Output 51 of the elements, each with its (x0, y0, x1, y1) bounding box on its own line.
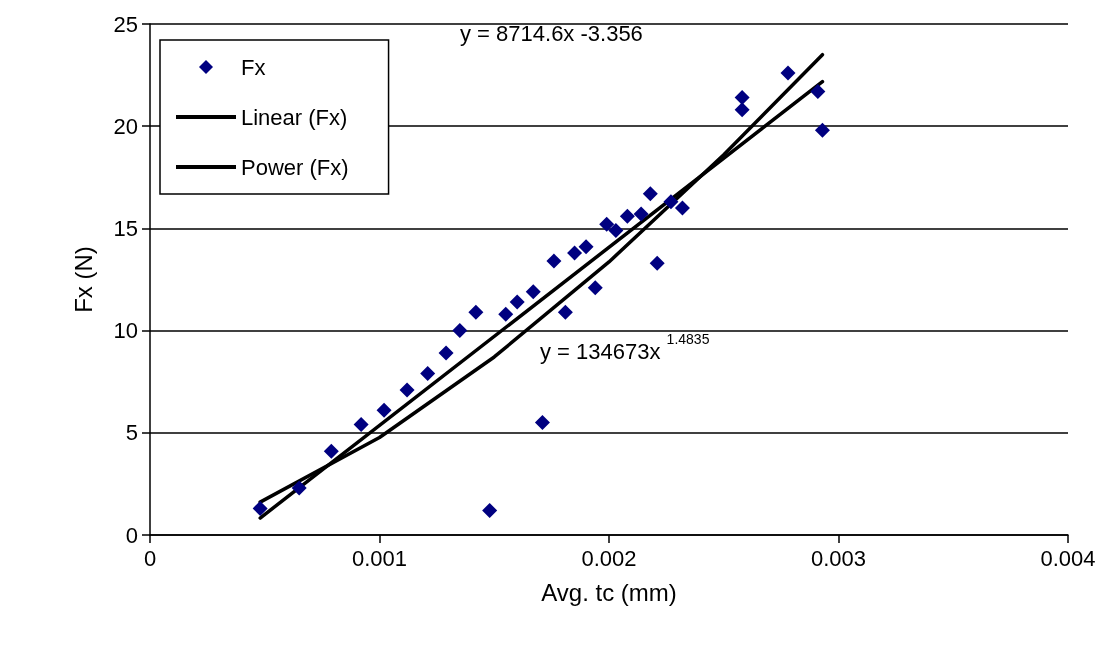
point (780, 65, 796, 81)
y-tick-label: 15 (113, 215, 138, 241)
point (734, 90, 750, 106)
point (482, 502, 498, 518)
y-axis-title: Fx (N) (69, 246, 97, 313)
point (376, 402, 392, 418)
point (674, 200, 690, 216)
point (353, 417, 369, 433)
y-tick-label: 25 (113, 11, 138, 37)
point (323, 443, 339, 459)
legend-label: Power (Fx) (241, 154, 349, 180)
point (663, 194, 679, 210)
x-tick-label: 0.001 (351, 545, 408, 571)
point (498, 306, 514, 322)
point (291, 480, 307, 496)
y-tick-label: 5 (125, 420, 138, 446)
point (509, 294, 525, 310)
x-tick-label: 0.003 (810, 545, 867, 571)
point (399, 382, 415, 398)
x-axis-title: Avg. tc (mm) (541, 578, 677, 606)
point (557, 304, 573, 320)
annotation: y = 134673x 1.4835 (540, 331, 710, 364)
x-tick-label: 0.002 (581, 545, 637, 571)
point (468, 304, 484, 320)
point (599, 216, 615, 232)
legend-label: Fx (241, 54, 266, 80)
point (546, 253, 562, 269)
point (438, 345, 454, 361)
point (534, 415, 550, 431)
point (578, 239, 594, 255)
point (452, 323, 468, 339)
point (420, 366, 436, 382)
point (814, 122, 830, 138)
x-tick-label: 0 (143, 545, 157, 571)
legend-label: Linear (Fx) (241, 104, 348, 130)
point (619, 208, 635, 224)
point (567, 245, 583, 261)
point (252, 500, 268, 516)
point (525, 284, 541, 300)
point (633, 206, 649, 222)
point (649, 255, 665, 271)
point (734, 102, 750, 118)
point (642, 186, 658, 202)
y-tick-label: 0 (125, 522, 138, 548)
point (810, 83, 826, 99)
x-tick-label: 0.004 (1040, 545, 1096, 571)
y-tick-label: 10 (113, 318, 138, 344)
point (608, 222, 624, 238)
annotation: y = 8714.6x -3.356 (460, 20, 643, 46)
y-tick-label: 20 (113, 113, 138, 139)
point (587, 280, 603, 296)
